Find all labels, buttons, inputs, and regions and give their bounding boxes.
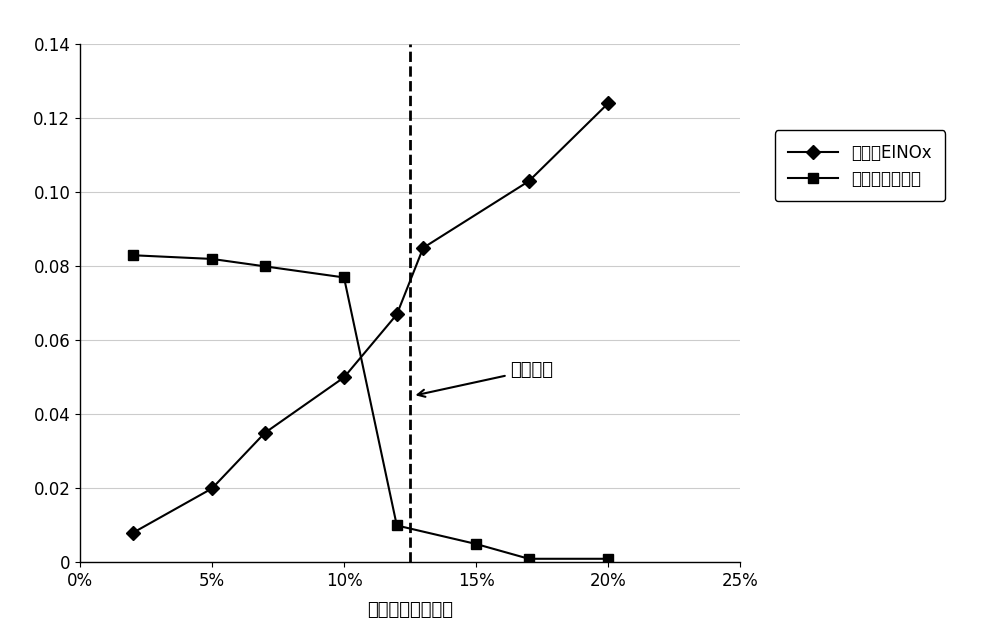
无量纲EINOx [602,100,614,107]
无量纲EINOx [127,529,139,537]
无量纲EINOx [338,374,350,381]
无量纲EINOx [391,311,403,319]
无量纲脉动压力 [206,255,218,263]
无量纲EINOx [417,244,429,252]
Text: 振荡边界: 振荡边界 [418,361,553,397]
X-axis label: 预燃级燃油分级比: 预燃级燃油分级比 [367,601,453,619]
无量纲脉动压力 [259,262,271,270]
无量纲脉动压力 [391,521,403,529]
Legend: 无量纲EINOx, 无量纲脉动压力: 无量纲EINOx, 无量纲脉动压力 [775,130,945,202]
无量纲EINOx [523,178,535,185]
无量纲脉动压力 [523,555,535,562]
无量纲脉动压力 [127,252,139,259]
无量纲脉动压力 [602,555,614,562]
无量纲EINOx [206,485,218,492]
无量纲EINOx [259,429,271,437]
Line: 无量纲脉动压力: 无量纲脉动压力 [128,250,613,564]
无量纲脉动压力 [470,540,482,548]
Line: 无量纲EINOx: 无量纲EINOx [128,99,613,538]
无量纲脉动压力 [338,274,350,281]
